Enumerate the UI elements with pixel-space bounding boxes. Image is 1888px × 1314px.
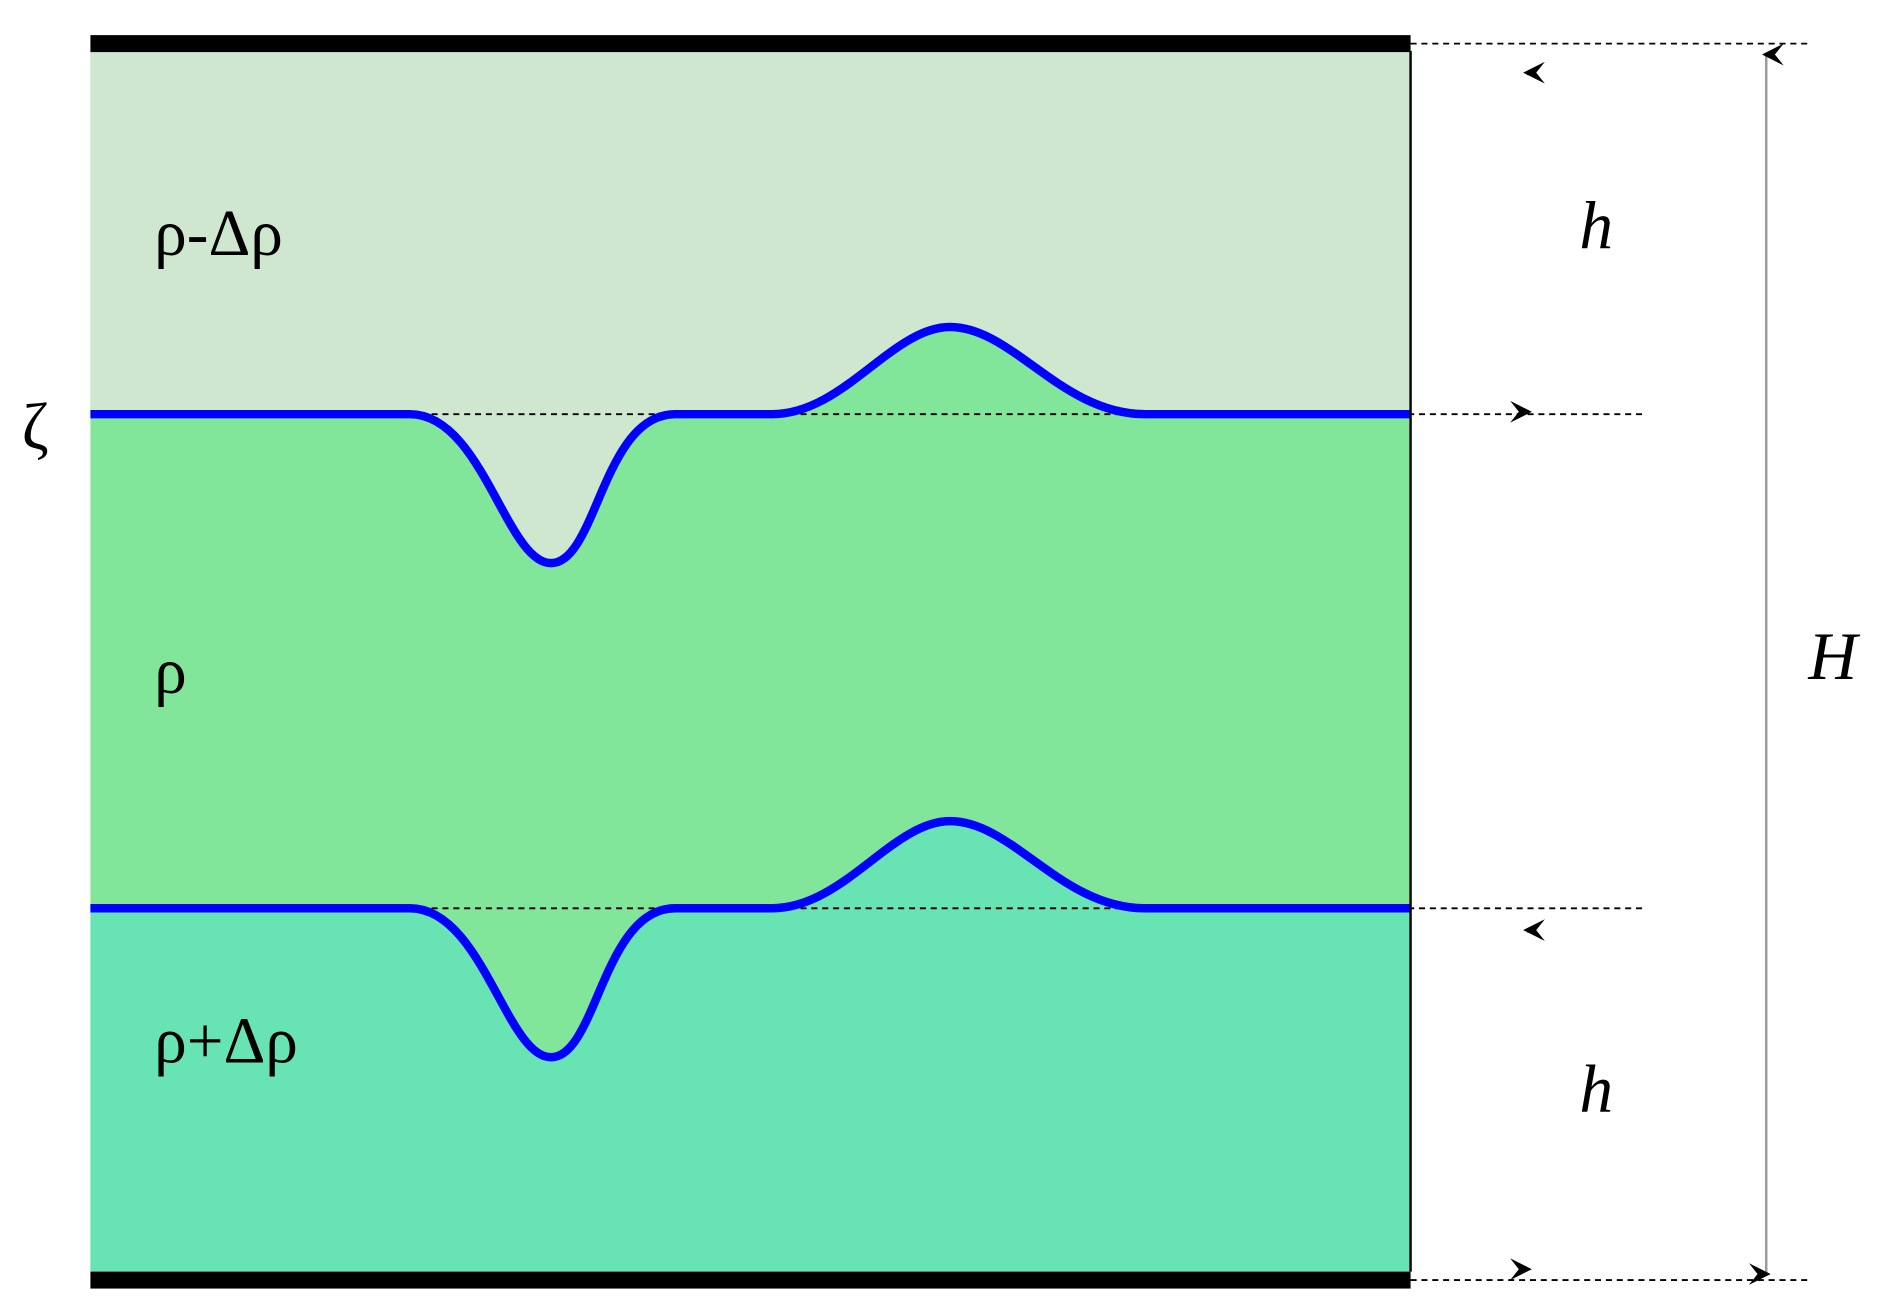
upper-layer xyxy=(90,50,1411,564)
dimension-label: h xyxy=(1579,188,1613,263)
lower-interface xyxy=(90,816,1411,1062)
dimension-arrows xyxy=(1510,43,1784,1285)
dimension-label: h xyxy=(1579,1051,1613,1126)
layer-label: ρ xyxy=(154,636,186,708)
dimension-label: H xyxy=(1807,619,1860,694)
lower-layer xyxy=(90,821,1411,1272)
top-wall xyxy=(90,35,1411,53)
upper-interface xyxy=(90,322,1411,568)
interface-label: ζ xyxy=(22,391,49,463)
layer-label: ρ+Δρ xyxy=(154,1005,298,1077)
bottom-wall xyxy=(90,1271,1411,1289)
reference-lines xyxy=(409,42,1809,1281)
layer-label: ρ-Δρ xyxy=(154,198,283,270)
